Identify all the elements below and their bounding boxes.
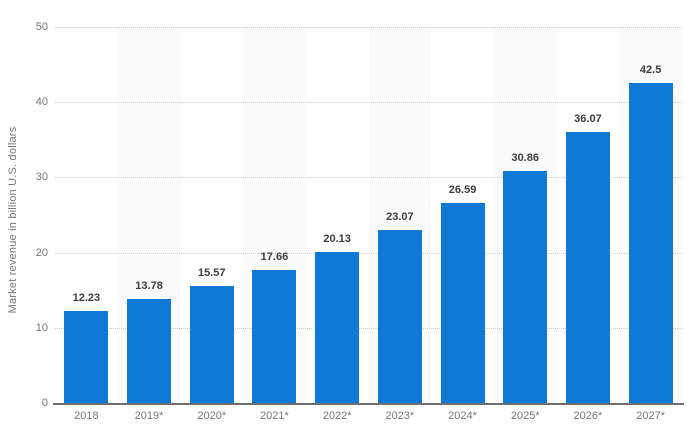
x-tick-label: 2023*: [385, 410, 415, 422]
x-tick-label: 2021*: [260, 410, 289, 422]
bar[interactable]: [64, 311, 109, 403]
x-tick-label: 2020*: [197, 410, 227, 422]
bar-value-label: 15.57: [197, 266, 226, 279]
x-tick-label: 2024*: [448, 410, 477, 422]
gridline: [55, 252, 682, 254]
y-tick-label: 10: [35, 321, 48, 334]
x-tick-label: 2018: [74, 410, 99, 422]
gridline: [55, 177, 682, 179]
bar[interactable]: [565, 131, 610, 403]
y-tick-label: 0: [41, 397, 48, 409]
bar[interactable]: [440, 203, 485, 403]
bar-value-label: 20.13: [323, 232, 351, 245]
bar[interactable]: [377, 229, 422, 403]
y-tick-label: 30: [35, 171, 48, 184]
bar[interactable]: [628, 83, 673, 403]
bar-value-label: 26.59: [448, 184, 477, 197]
bar[interactable]: [189, 285, 234, 403]
gridline: [55, 327, 682, 329]
bar-value-label: 23.07: [386, 210, 414, 223]
bar-value-label: 13.78: [135, 280, 163, 293]
bar-value-label: 17.66: [260, 251, 289, 264]
bar[interactable]: [127, 299, 172, 403]
x-tick-label: 2019*: [134, 410, 164, 422]
x-tick-label: 2026*: [573, 410, 603, 422]
x-tick-label: 2027*: [636, 410, 666, 422]
x-axis-line: [53, 403, 684, 405]
y-tick-label: 40: [35, 96, 48, 109]
bar[interactable]: [315, 251, 360, 403]
x-tick-label: 2022*: [322, 410, 352, 422]
y-tick-label: 50: [35, 21, 48, 33]
bar-value-label: 42.5: [639, 64, 662, 77]
bar-value-label: 30.86: [511, 151, 540, 164]
x-tick-label: 2025*: [510, 410, 540, 422]
bar[interactable]: [503, 170, 548, 403]
y-tick-label: 20: [35, 246, 48, 259]
plot-area: [53, 27, 684, 405]
gridline: [55, 27, 682, 28]
bar-value-label: 36.07: [574, 112, 602, 125]
bar-value-label: 12.23: [72, 292, 101, 305]
gridline: [55, 102, 682, 104]
bar[interactable]: [252, 270, 297, 403]
